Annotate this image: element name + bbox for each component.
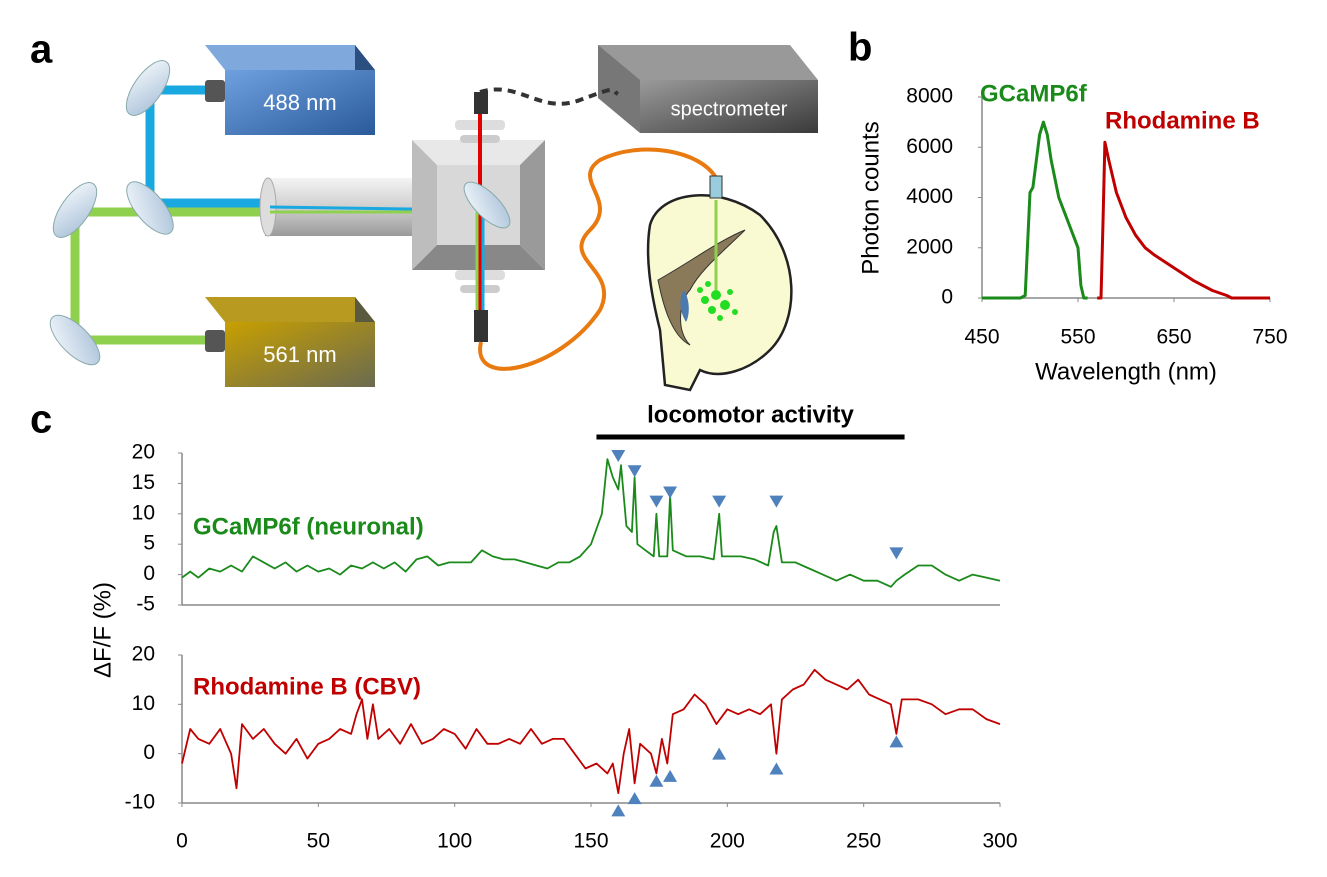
panel-label: b (848, 26, 872, 70)
event-marker (649, 495, 664, 508)
y-axis-label: Photon counts (857, 121, 884, 274)
series-label: GCaMP6f (980, 80, 1088, 107)
y-tick-label: 0 (143, 741, 155, 764)
x-tick-label: 300 (982, 830, 1017, 853)
y-tick-label: 0 (941, 286, 953, 309)
laser-label: 561 nm (263, 342, 336, 367)
panel-label: a (30, 28, 53, 72)
event-marker (889, 547, 904, 560)
data-line (181, 668, 1001, 794)
locomotor-label: locomotor activity (647, 401, 854, 428)
event-marker (649, 774, 664, 787)
y-tick-label: 5 (143, 532, 155, 555)
x-tick-label: 250 (846, 830, 881, 853)
y-tick-label: 4000 (906, 185, 953, 208)
series-label: Rhodamine B (1105, 107, 1260, 134)
y-tick-label: 20 (132, 441, 155, 464)
event-marker (627, 792, 642, 805)
event-marker (769, 495, 784, 508)
x-tick-label: 0 (176, 830, 188, 853)
y-tick-label: -10 (125, 791, 155, 814)
x-tick-label: 100 (437, 830, 472, 853)
event-marker (663, 486, 678, 499)
event-marker (611, 450, 626, 463)
y-axis-label: ΔF/F (%) (89, 582, 116, 678)
panel-label: c (30, 398, 52, 442)
event-marker (712, 747, 727, 760)
y-tick-label: 10 (132, 692, 155, 715)
x-tick-label: 650 (1156, 326, 1191, 349)
laser-label: 488 nm (263, 90, 336, 115)
x-tick-label: 200 (710, 830, 745, 853)
y-tick-label: 0 (143, 562, 155, 585)
data-line (1097, 140, 1270, 300)
y-tick-label: 20 (132, 643, 155, 666)
x-tick-label: 450 (964, 326, 999, 349)
x-tick-label: 150 (573, 830, 608, 853)
event-marker (627, 465, 642, 478)
y-tick-label: 15 (132, 471, 155, 494)
x-tick-label: 50 (307, 830, 330, 853)
y-tick-label: 10 (132, 501, 155, 524)
event-marker (663, 769, 678, 782)
setup-diagram: 488 nm 561 nm spectrometer (49, 45, 818, 392)
x-tick-label: 550 (1060, 326, 1095, 349)
x-tick-label: 750 (1252, 326, 1287, 349)
event-marker (611, 804, 626, 817)
y-tick-label: -5 (136, 593, 155, 616)
series-label: GCaMP6f (neuronal) (193, 513, 424, 540)
y-tick-label: 2000 (906, 235, 953, 258)
event-marker (712, 495, 727, 508)
series-label: Rhodamine B (CBV) (193, 673, 421, 700)
data-line (181, 458, 1001, 588)
y-tick-label: 6000 (906, 135, 953, 158)
data-line (982, 120, 1088, 300)
spectrometer-label: spectrometer (671, 98, 788, 120)
event-marker (769, 762, 784, 775)
x-axis-label: Wavelength (nm) (1035, 358, 1217, 385)
event-marker (889, 735, 904, 748)
y-tick-label: 8000 (906, 85, 953, 108)
